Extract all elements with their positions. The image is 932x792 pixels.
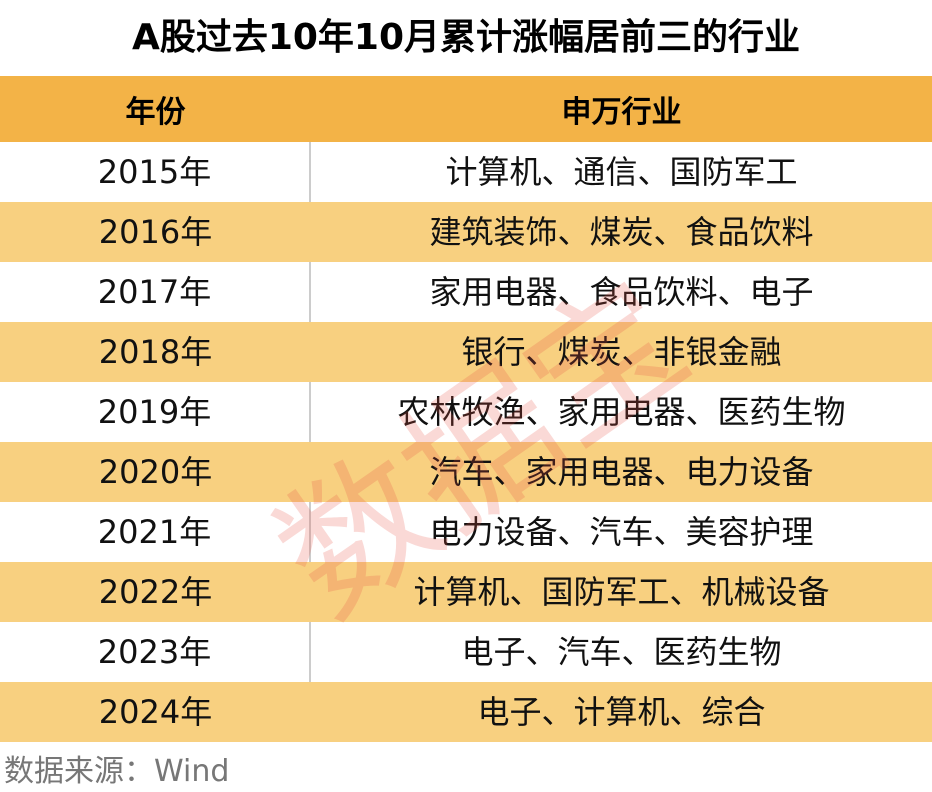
header-year: 年份	[125, 95, 186, 130]
table-row: 2020年 汽车、家用电器、电力设备	[0, 442, 932, 502]
table-row: 2016年 建筑装饰、煤炭、食品饮料	[0, 202, 932, 262]
table-row: 2017年 家用电器、食品饮料、电子	[0, 262, 932, 322]
year-cell: 2019年	[0, 382, 311, 442]
page-title: A股过去10年10月累计涨幅居前三的行业	[131, 17, 801, 58]
table-row: 2019年 农林牧渔、家用电器、医药生物	[0, 382, 932, 442]
industries-cell: 汽车、家用电器、电力设备	[429, 453, 814, 491]
industries-cell: 电力设备、汽车、美容护理	[429, 513, 814, 551]
industries-cell: 计算机、通信、国防军工	[445, 153, 798, 191]
industries-cell: 家用电器、食品饮料、电子	[429, 273, 814, 311]
year-cell: 2023年	[0, 622, 311, 682]
table-row: 2015年 计算机、通信、国防军工	[0, 142, 932, 202]
industries-cell: 银行、煤炭、非银金融	[461, 333, 782, 371]
year-cell: 2020年	[98, 453, 213, 491]
header-industry: 申万行业	[561, 95, 682, 130]
year-cell: 2016年	[98, 213, 213, 251]
industries-cell: 电子、计算机、综合	[477, 693, 766, 731]
year-cell: 2024年	[98, 693, 213, 731]
year-cell: 2015年	[0, 142, 311, 202]
industries-cell: 农林牧渔、家用电器、医药生物	[397, 393, 846, 431]
year-cell: 2017年	[0, 262, 311, 322]
table-header: 年份 申万行业	[0, 76, 932, 142]
industries-cell: 建筑装饰、煤炭、食品饮料	[429, 213, 814, 251]
industries-cell: 计算机、国防军工、机械设备	[413, 573, 830, 611]
year-cell: 2021年	[0, 502, 311, 562]
table-row: 2018年 银行、煤炭、非银金融	[0, 322, 932, 382]
table-row: 2023年 电子、汽车、医药生物	[0, 622, 932, 682]
table-row: 2024年 电子、计算机、综合	[0, 682, 932, 742]
source-note: 数据来源：Wind	[4, 754, 230, 789]
year-cell: 2022年	[98, 573, 213, 611]
table-row: 2021年 电力设备、汽车、美容护理	[0, 502, 932, 562]
table-row: 2022年 计算机、国防军工、机械设备	[0, 562, 932, 622]
industry-table: 年份 申万行业 2015年 计算机、通信、国防军工 2016年 建筑装饰、煤炭、食品饮…	[0, 76, 932, 742]
year-cell: 2018年	[98, 333, 213, 371]
industries-cell: 电子、汽车、医药生物	[461, 633, 782, 671]
